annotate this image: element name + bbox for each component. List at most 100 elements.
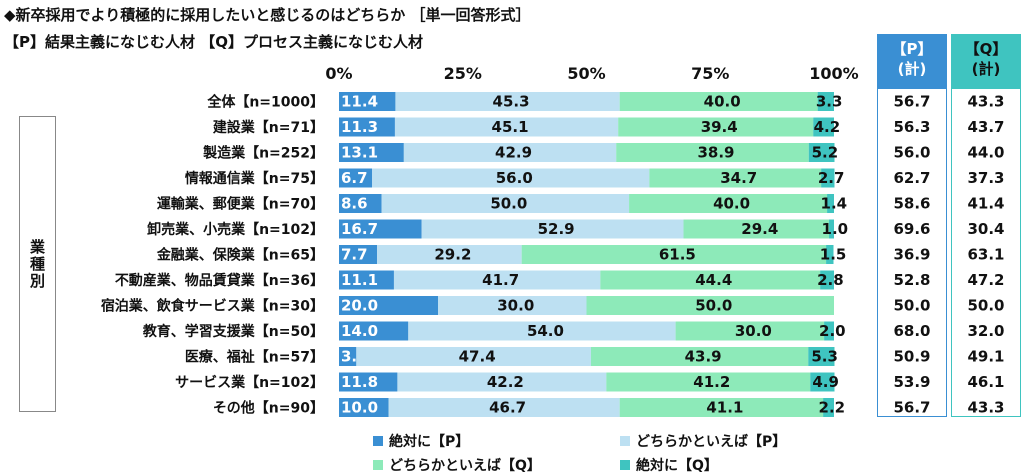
bar-value-label-p-weak: 42.2 — [487, 373, 524, 391]
row-label: 製造業【n=252】 — [202, 145, 324, 162]
bar-segment-p-weak — [388, 398, 620, 417]
bar-segment-p-strong — [339, 245, 378, 264]
bar-segment-p-strong — [339, 321, 409, 341]
bar-segment-q-strong — [821, 168, 835, 188]
x-tick-label: 50% — [567, 64, 605, 83]
hq-line-0: 【Q】 — [964, 40, 1008, 58]
bar-value-label-q-weak: 44.4 — [695, 271, 732, 289]
row-label: 情報通信業【n=75】 — [185, 170, 324, 187]
bar-value-label-q-weak: 30.0 — [735, 322, 772, 340]
bar-segment-p-weak — [421, 219, 684, 239]
p-total-value: 50.9 — [893, 348, 930, 366]
bar-value-label-q-strong: 1.0 — [822, 220, 849, 238]
bar-segment-p-strong — [339, 143, 404, 162]
bar-value-label-q-weak: 50.0 — [695, 297, 732, 315]
q-total-header: 【Q】 (計) — [951, 34, 1021, 88]
bar-segment-p-weak — [438, 296, 587, 315]
hp-line-1: (計) — [897, 60, 927, 78]
bar-value-label-q-weak: 34.7 — [720, 169, 757, 187]
bar-value-label-p-weak: 29.2 — [434, 246, 471, 264]
p-total-value: 62.7 — [893, 169, 930, 187]
q-total-value: 49.1 — [967, 348, 1004, 366]
bar-segment-q-weak — [600, 270, 821, 290]
bar-segment-q-strong — [817, 92, 834, 111]
bar-segment-q-strong — [820, 270, 834, 290]
p-total-value: 56.3 — [893, 118, 930, 136]
bar-value-label-q-weak: 41.2 — [693, 373, 730, 391]
bar-segment-q-weak — [683, 219, 830, 239]
p-total-column — [877, 88, 947, 417]
p-total-value: 53.9 — [893, 373, 930, 391]
q-total-value: 43.3 — [967, 93, 1004, 111]
bar-segment-p-weak — [356, 347, 591, 366]
bar-segment-q-weak — [618, 117, 814, 137]
bar-segment-p-strong — [339, 296, 438, 315]
bar-value-label-q-strong: 2.7 — [818, 169, 845, 187]
bar-segment-p-weak — [393, 270, 601, 290]
q-total-value: 63.1 — [967, 246, 1004, 264]
legend-item-p-weak: どちらかといえば【P】 — [620, 431, 786, 451]
bar-segment-p-strong — [339, 372, 398, 392]
bar-segment-p-strong — [339, 117, 395, 137]
p-total-value: 58.6 — [893, 195, 930, 213]
bar-value-label-q-strong: 1.5 — [820, 246, 847, 264]
bar-value-label-p-strong: 20.0 — [341, 297, 378, 315]
bar-segment-q-strong — [823, 398, 834, 417]
bar-segment-q-weak — [619, 92, 818, 111]
hq-line-1: (計) — [971, 60, 1001, 78]
bar-value-label-q-weak: 41.1 — [706, 399, 743, 417]
bar-segment-p-strong — [339, 270, 394, 290]
row-label: その他【n=90】 — [213, 400, 324, 417]
x-tick-label: 0% — [325, 64, 352, 83]
bar-value-label-q-strong: 2.8 — [817, 271, 844, 289]
bar-value-label-p-strong: 11.8 — [341, 373, 378, 391]
legend-label-p-strong: 絶対に【P】 — [389, 434, 470, 450]
legend-item-q-strong: 絶対に【Q】 — [620, 455, 718, 475]
bar-segment-p-weak — [381, 194, 630, 213]
bar-value-label-q-weak: 38.9 — [697, 144, 734, 162]
legend-swatch-p-weak — [620, 436, 630, 446]
bar-value-label-q-strong: 3.3 — [816, 93, 843, 111]
q-total-value: 41.4 — [967, 195, 1004, 213]
bar-value-label-p-strong: 11.4 — [341, 93, 378, 111]
bar-segment-q-strong — [813, 117, 834, 137]
bar-value-label-q-weak: 43.9 — [685, 348, 722, 366]
chart-title: ◆新卒採用でより積極的に採用したいと感じるのはどちらか ［単一回答形式］ — [4, 6, 531, 24]
bar-value-label-p-strong: 6.7 — [341, 169, 368, 187]
bar-value-label-p-weak: 54.0 — [527, 322, 564, 340]
bar-value-label-p-weak: 30.0 — [497, 297, 534, 315]
bar-value-label-q-strong: 5.2 — [812, 144, 839, 162]
bar-value-label-q-strong: 2.0 — [819, 322, 846, 340]
x-tick-label: 100% — [809, 64, 858, 83]
bar-value-label-q-strong: 4.2 — [814, 118, 841, 136]
q-total-value: 46.1 — [967, 373, 1004, 391]
bar-value-label-q-weak: 29.4 — [741, 220, 778, 238]
bar-segment-p-strong — [339, 92, 396, 111]
row-label: 医療、福祉【n=57】 — [185, 349, 324, 366]
bar-value-label-p-strong: 10.0 — [341, 399, 378, 417]
row-label: 全体【n=1000】 — [206, 94, 324, 111]
bar-value-label-p-weak: 56.0 — [496, 169, 533, 187]
bar-segment-q-strong — [810, 372, 835, 392]
bar-segment-p-strong — [339, 194, 382, 213]
bar-value-label-p-weak: 50.0 — [490, 195, 527, 213]
q-total-value: 32.0 — [967, 322, 1004, 340]
bar-segment-q-weak — [606, 372, 811, 392]
p-total-value: 69.6 — [893, 220, 930, 238]
bar-value-label-q-strong: 2.2 — [819, 399, 846, 417]
bar-value-label-p-strong: 13.1 — [341, 144, 378, 162]
bar-value-label-p-strong: 16.7 — [341, 220, 378, 238]
row-label: 不動産業、物品賃貸業【n=36】 — [115, 272, 324, 289]
bar-segment-q-weak — [619, 398, 824, 417]
row-label: 運輸業、郵便業【n=70】 — [157, 196, 324, 213]
p-total-value: 56.7 — [893, 93, 930, 111]
bar-value-label-q-strong: 4.9 — [812, 373, 839, 391]
legend-label-p-weak: どちらかといえば【P】 — [636, 434, 787, 450]
p-total-value: 68.0 — [893, 322, 930, 340]
bar-segment-q-strong — [824, 321, 834, 341]
bar-segment-p-weak — [394, 117, 619, 137]
q-total-value: 44.0 — [967, 144, 1004, 162]
bar-value-label-p-weak: 41.7 — [482, 271, 519, 289]
bar-value-label-p-weak: 52.9 — [538, 220, 575, 238]
q-total-value: 43.3 — [967, 399, 1004, 417]
